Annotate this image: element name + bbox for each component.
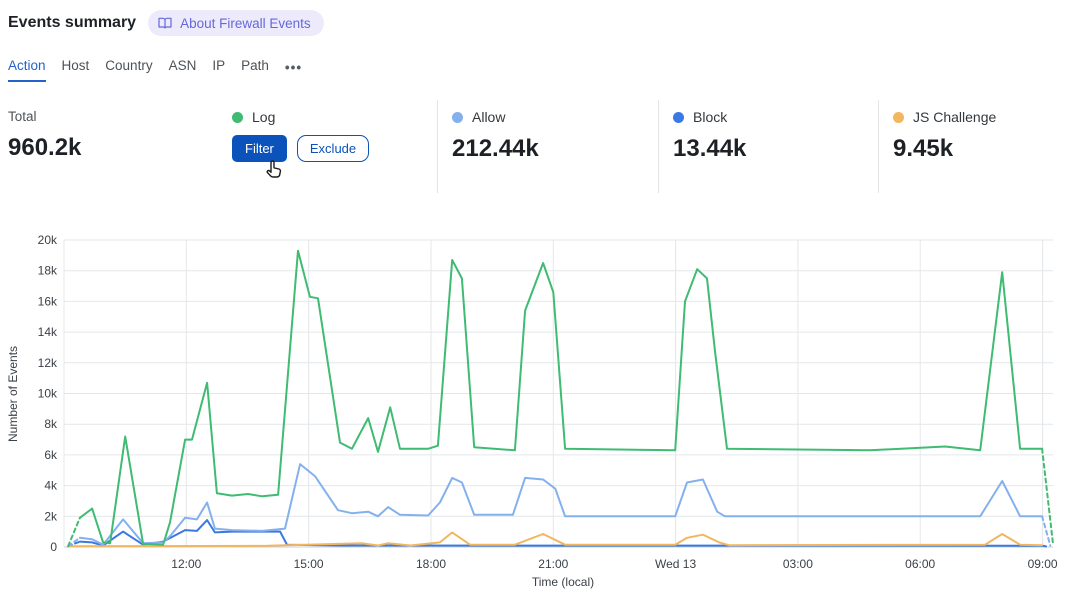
series-log-line-dashed (1041, 447, 1055, 547)
tab-action[interactable]: Action (8, 58, 46, 82)
y-axis-title: Number of Events (6, 346, 20, 442)
js-challenge-label: JS Challenge (913, 109, 997, 125)
allow-label: Allow (472, 109, 506, 125)
y-tick-label: 8k (44, 417, 58, 431)
y-tick-label: 2k (44, 509, 58, 523)
y-tick-label: 20k (38, 233, 58, 247)
x-tick-label: Wed 13 (655, 557, 696, 571)
tabs-overflow-button[interactable]: ••• (284, 60, 303, 75)
x-tick-label: 21:00 (538, 557, 568, 571)
y-tick-label: 18k (38, 264, 58, 278)
x-tick-label: 15:00 (294, 557, 324, 571)
y-tick-label: 6k (44, 448, 58, 462)
y-tick-label: 16k (38, 294, 58, 308)
x-tick-label: 12:00 (171, 557, 201, 571)
y-tick-label: 4k (44, 479, 58, 493)
log-legend-dot (232, 111, 243, 123)
book-icon (157, 15, 173, 31)
y-tick-label: 0 (50, 540, 57, 554)
series-allow-line-dashed (67, 536, 81, 548)
x-tick-label: 18:00 (416, 557, 446, 571)
block-value: 13.44k (673, 135, 747, 162)
allow-legend-dot (452, 111, 463, 123)
page-title: Events summary (8, 14, 137, 31)
filter-button[interactable]: Filter (232, 135, 287, 162)
badge-label: About Firewall Events (180, 15, 311, 31)
tab-path[interactable]: Path (241, 58, 269, 73)
block-label: Block (693, 109, 728, 125)
stat-total: Total 960.2k (8, 100, 232, 193)
tab-country[interactable]: Country (105, 58, 153, 73)
x-tick-label: 03:00 (783, 557, 813, 571)
stat-block[interactable]: Block 13.44k (658, 100, 878, 193)
total-value: 960.2k (8, 134, 82, 161)
y-tick-label: 14k (38, 325, 58, 339)
about-firewall-events-badge[interactable]: About Firewall Events (148, 10, 324, 36)
series-block-line-dashed (1041, 544, 1050, 548)
tab-bar: Action Host Country ASN IP Path ••• (8, 58, 302, 82)
allow-value: 212.44k (452, 135, 539, 162)
log-label: Log (252, 109, 276, 125)
series-log-line (78, 249, 1044, 546)
js-challenge-legend-dot (893, 111, 904, 123)
exclude-button[interactable]: Exclude (296, 135, 370, 162)
series-js-challenge-line (67, 531, 1044, 548)
stat-log[interactable]: Log Filter Exclude (232, 100, 437, 193)
x-tick-label: 06:00 (905, 557, 935, 571)
x-tick-label: 09:00 (1028, 557, 1058, 571)
y-tick-label: 12k (38, 356, 58, 370)
stat-allow[interactable]: Allow 212.44k (437, 100, 658, 193)
block-legend-dot (673, 111, 684, 123)
js-challenge-value: 9.45k (893, 135, 954, 162)
series-allow-line (78, 463, 1044, 546)
header: Events summary About Firewall Events (8, 10, 324, 36)
tab-ip[interactable]: IP (212, 58, 226, 73)
total-label: Total (8, 109, 37, 124)
series-allow-line-dashed (1041, 515, 1052, 547)
x-axis-title: Time (local) (532, 575, 594, 589)
tab-host[interactable]: Host (61, 58, 90, 73)
stats-row: Total 960.2k Log Filter Exclude Allow 21… (8, 100, 1068, 193)
series-log-line-dashed (67, 516, 81, 548)
stat-js-challenge[interactable]: JS Challenge 9.45k (878, 100, 1068, 193)
y-tick-label: 10k (38, 387, 58, 401)
tab-asn[interactable]: ASN (168, 58, 197, 73)
